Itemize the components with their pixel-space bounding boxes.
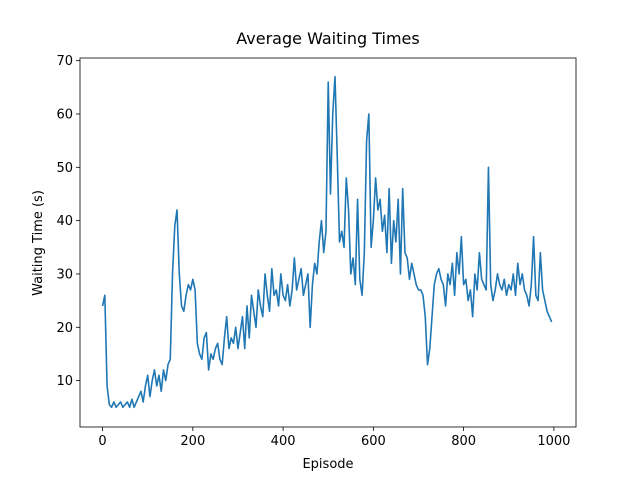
y-tick-label: 70 [56, 54, 73, 69]
x-tick-label: 400 [271, 434, 296, 449]
y-tick-label: 50 [56, 161, 73, 176]
x-tick-label: 1000 [537, 434, 570, 449]
y-tick-label: 10 [56, 374, 73, 389]
y-tick-label: 30 [56, 267, 73, 282]
x-tick-label: 800 [451, 434, 476, 449]
x-tick-label: 200 [180, 434, 205, 449]
y-tick-label: 60 [56, 107, 73, 122]
plot-frame [79, 57, 577, 428]
x-axis-label: Episode [302, 457, 353, 472]
y-axis-label: Waiting Time (s) [31, 190, 46, 296]
data-line [101, 75, 553, 409]
x-tick-label: 600 [361, 434, 386, 449]
chart-title: Average Waiting Times [236, 29, 419, 48]
y-tick-label: 40 [56, 214, 73, 229]
y-tick-label: 20 [56, 321, 73, 336]
x-tick-label: 0 [98, 434, 106, 449]
